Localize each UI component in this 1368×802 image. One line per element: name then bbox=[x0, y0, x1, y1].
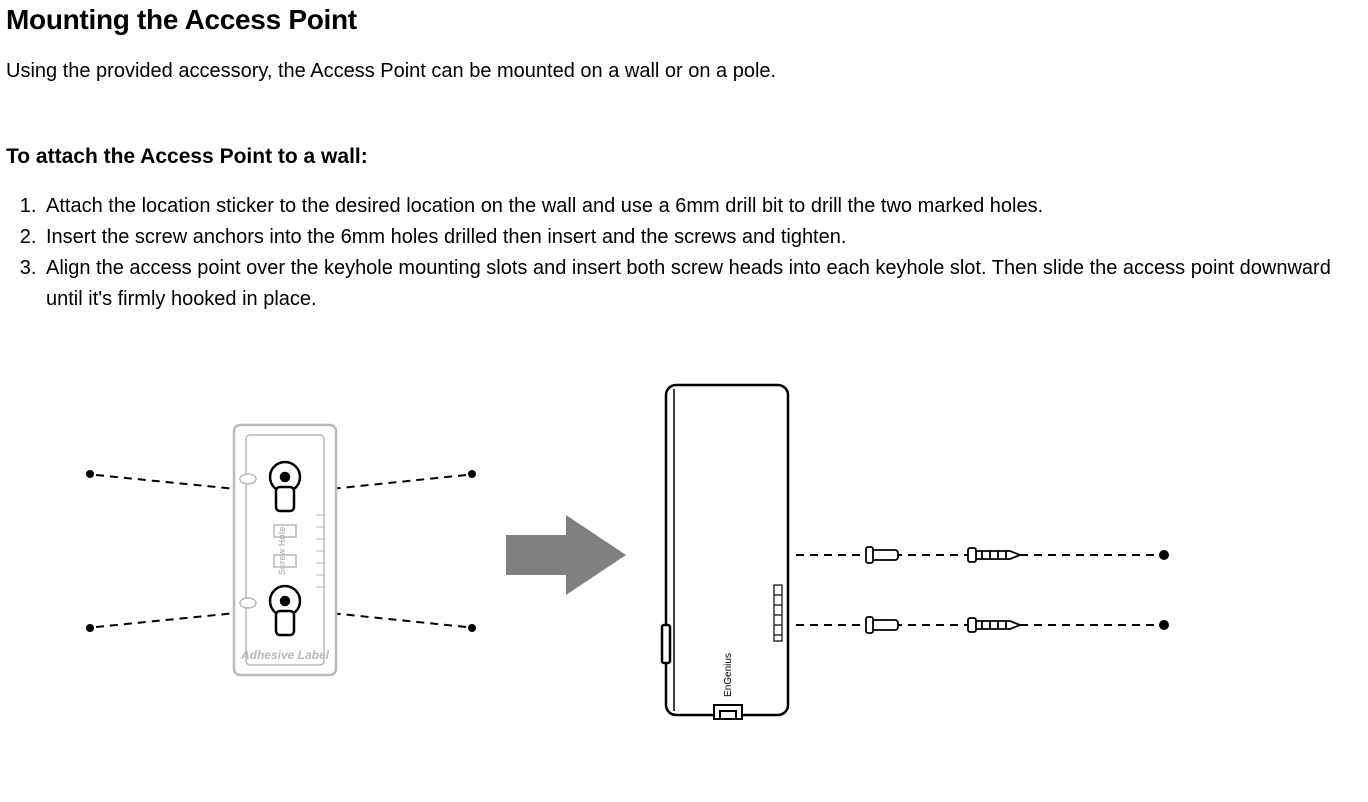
step-item: Align the access point over the keyhole … bbox=[42, 253, 1362, 315]
access-point-figure: EnGenius bbox=[636, 375, 1196, 735]
brand-logo-text: EnGenius bbox=[723, 653, 734, 697]
adhesive-label-figure: Adhesive Label Screw Hole bbox=[76, 395, 496, 715]
transition-arrow-icon bbox=[496, 495, 636, 615]
adhesive-label-text: Adhesive Label bbox=[240, 648, 330, 662]
mounting-diagram: Adhesive Label Screw Hole bbox=[6, 375, 1362, 735]
screwhole-label-text: Screw Hole bbox=[277, 527, 287, 576]
intro-text: Using the provided accessory, the Access… bbox=[6, 60, 1362, 83]
section-heading: To attach the Access Point to a wall: bbox=[6, 145, 1362, 169]
steps-list: Attach the location sticker to the desir… bbox=[6, 191, 1362, 315]
page-title: Mounting the Access Point bbox=[6, 4, 1362, 36]
step-item: Attach the location sticker to the desir… bbox=[42, 191, 1362, 222]
step-item: Insert the screw anchors into the 6mm ho… bbox=[42, 222, 1362, 253]
